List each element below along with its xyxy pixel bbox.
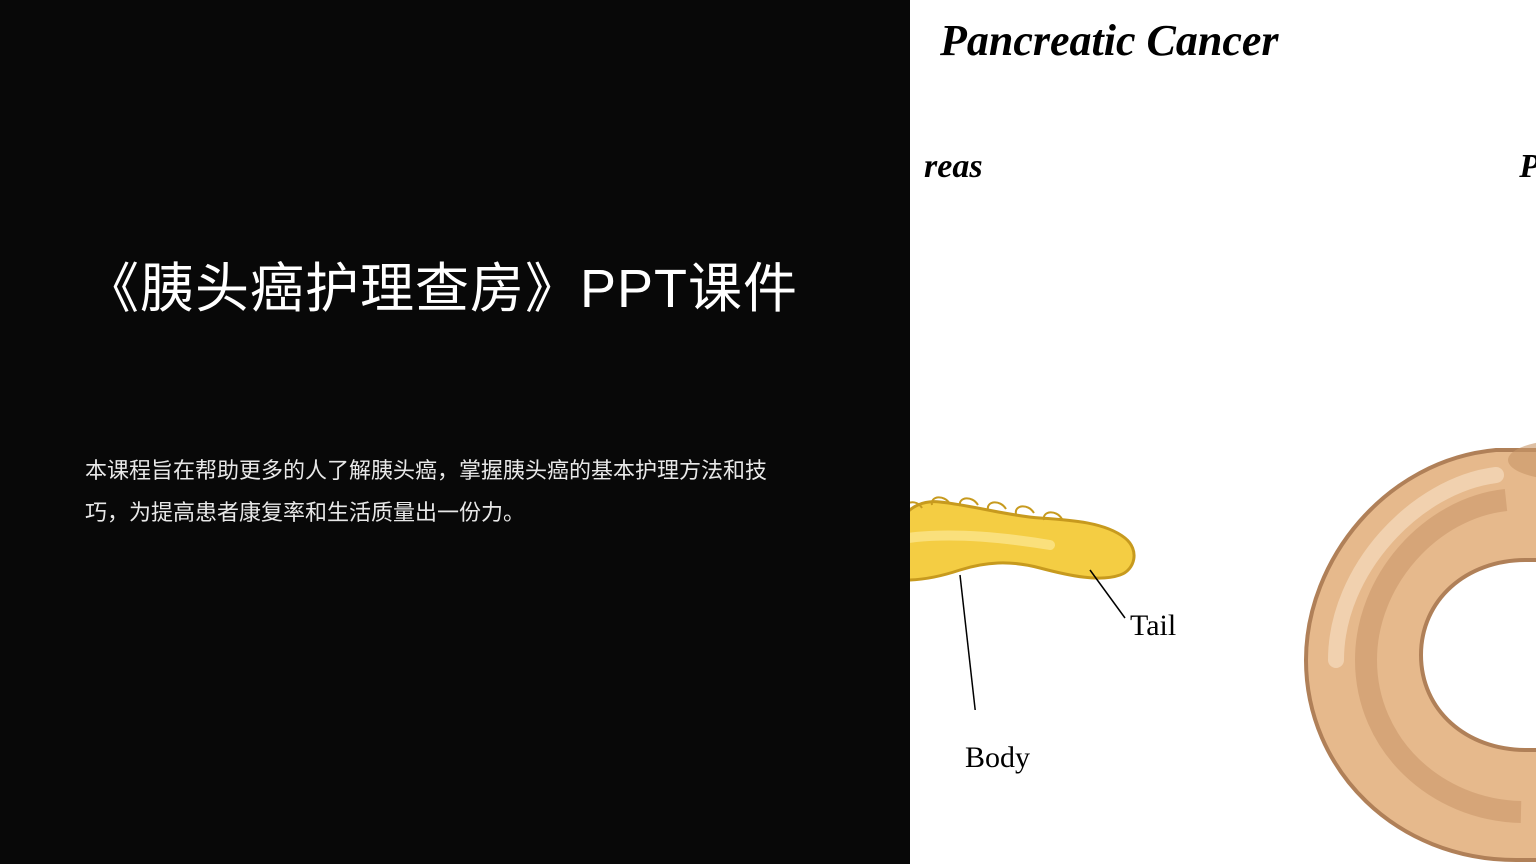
slide: 《胰头癌护理查房》PPT课件 本课程旨在帮助更多的人了解胰头癌，掌握胰头癌的基本… [0,0,1536,864]
left-panel: 《胰头癌护理查房》PPT课件 本课程旨在帮助更多的人了解胰头癌，掌握胰头癌的基本… [0,0,910,864]
slide-title: 《胰头癌护理查房》PPT课件 [85,248,805,332]
label-fragment-reas: reas [924,148,983,186]
pancreas-icon [910,450,1150,710]
label-body: Body [965,741,1030,775]
diagram-heading: Pancreatic Cancer [940,15,1279,66]
right-panel: Pancreatic Cancer reas P [910,0,1536,864]
label-fragment-p: P [1519,148,1536,186]
slide-subtitle: 本课程旨在帮助更多的人了解胰头癌，掌握胰头癌的基本护理方法和技巧，为提高患者康复… [85,450,775,534]
duodenum-icon [1266,410,1536,864]
label-tail: Tail [1130,609,1176,643]
